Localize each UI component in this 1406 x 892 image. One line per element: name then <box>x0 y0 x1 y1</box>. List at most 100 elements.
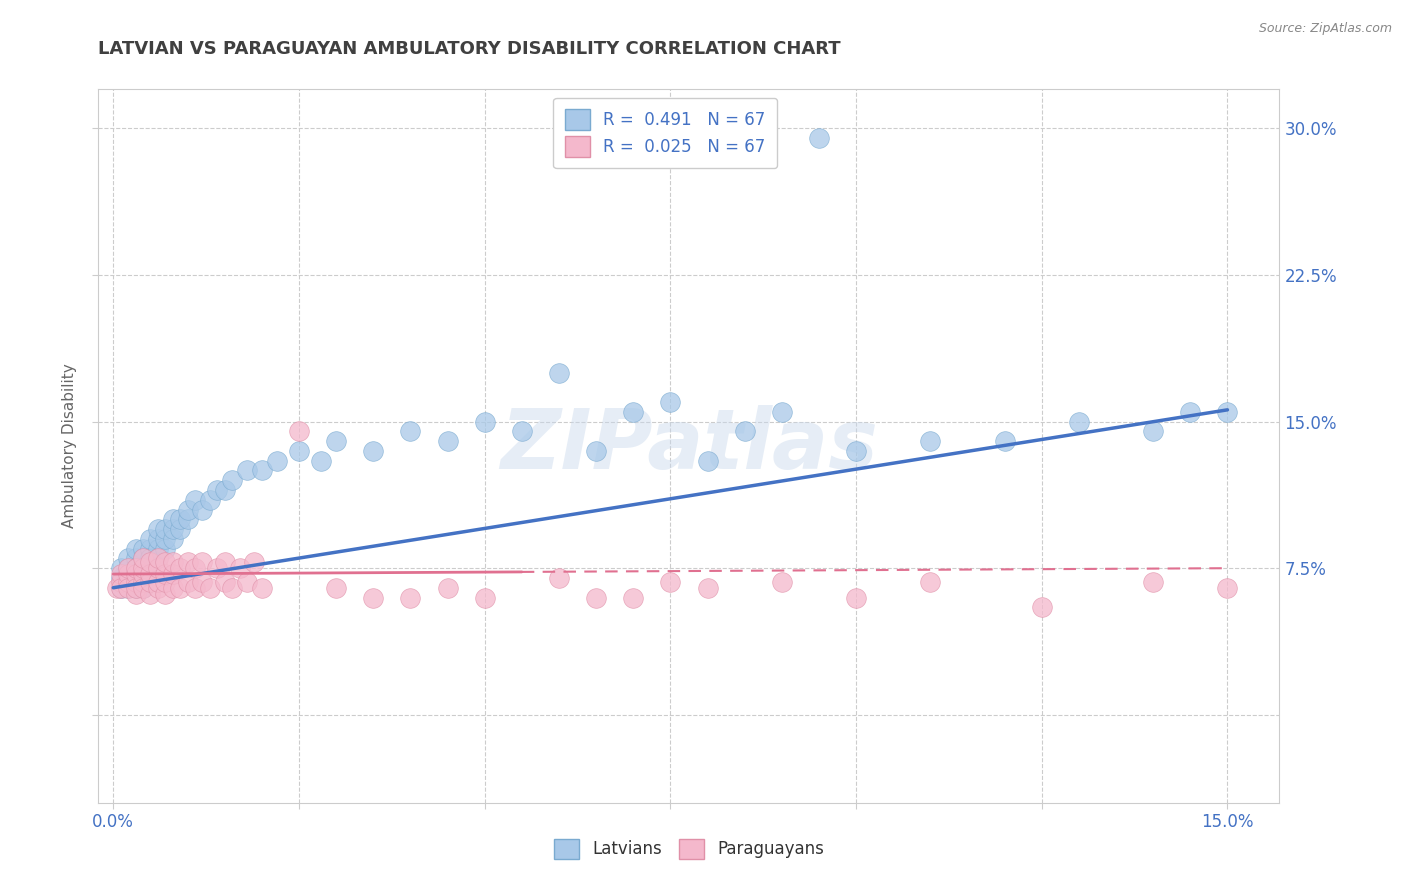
Point <box>117 571 139 585</box>
Point <box>207 483 229 497</box>
Point <box>845 443 868 458</box>
Point <box>146 551 169 566</box>
Point <box>548 366 571 380</box>
Point <box>236 574 259 589</box>
Point <box>155 574 177 589</box>
Point <box>436 434 458 449</box>
Point <box>221 473 243 487</box>
Point <box>770 574 793 589</box>
Point <box>474 415 496 429</box>
Point <box>288 425 311 439</box>
Point <box>221 581 243 595</box>
Point <box>696 453 718 467</box>
Point <box>250 463 273 477</box>
Point <box>191 574 214 589</box>
Point <box>169 512 191 526</box>
Point <box>124 561 146 575</box>
Point <box>162 567 184 582</box>
Point <box>146 532 169 546</box>
Point <box>399 591 422 605</box>
Point <box>110 574 132 589</box>
Point <box>117 574 139 589</box>
Point <box>169 522 191 536</box>
Point <box>124 567 146 582</box>
Point <box>243 555 266 569</box>
Point <box>146 551 169 566</box>
Point <box>139 561 162 575</box>
Point <box>105 581 128 595</box>
Point <box>139 586 162 600</box>
Point <box>124 561 146 575</box>
Point <box>162 522 184 536</box>
Point <box>214 483 236 497</box>
Point <box>734 425 756 439</box>
Point <box>155 541 177 556</box>
Point <box>436 581 458 595</box>
Point <box>184 492 207 507</box>
Point <box>585 443 607 458</box>
Point <box>139 551 162 566</box>
Point <box>184 561 207 575</box>
Point <box>132 571 155 585</box>
Point <box>155 522 177 536</box>
Point <box>117 581 139 595</box>
Point <box>169 581 191 595</box>
Point <box>124 574 146 589</box>
Point <box>124 581 146 595</box>
Point <box>659 395 682 409</box>
Point <box>110 581 132 595</box>
Point <box>845 591 868 605</box>
Point <box>250 581 273 595</box>
Point <box>1031 600 1053 615</box>
Point <box>124 551 146 566</box>
Point <box>139 567 162 582</box>
Point <box>191 502 214 516</box>
Point <box>169 561 191 575</box>
Point <box>288 443 311 458</box>
Point <box>207 561 229 575</box>
Point <box>117 561 139 575</box>
Point <box>585 591 607 605</box>
Point <box>474 591 496 605</box>
Point <box>124 541 146 556</box>
Point <box>696 581 718 595</box>
Point <box>155 567 177 582</box>
Text: LATVIAN VS PARAGUAYAN AMBULATORY DISABILITY CORRELATION CHART: LATVIAN VS PARAGUAYAN AMBULATORY DISABIL… <box>98 40 841 58</box>
Point <box>228 561 250 575</box>
Point <box>132 574 155 589</box>
Point <box>1142 425 1164 439</box>
Point <box>110 561 132 575</box>
Point <box>176 555 198 569</box>
Point <box>146 541 169 556</box>
Point <box>621 405 644 419</box>
Point <box>807 131 830 145</box>
Point <box>920 574 942 589</box>
Point <box>309 453 332 467</box>
Point <box>139 541 162 556</box>
Point <box>236 463 259 477</box>
Point <box>110 571 132 585</box>
Point <box>198 581 221 595</box>
Point <box>139 574 162 589</box>
Point <box>399 425 422 439</box>
Point <box>176 512 198 526</box>
Point <box>361 443 384 458</box>
Y-axis label: Ambulatory Disability: Ambulatory Disability <box>62 364 77 528</box>
Point <box>146 574 169 589</box>
Point <box>1216 581 1239 595</box>
Point <box>214 574 236 589</box>
Text: Source: ZipAtlas.com: Source: ZipAtlas.com <box>1258 22 1392 36</box>
Point <box>155 586 177 600</box>
Point <box>621 591 644 605</box>
Point <box>1142 574 1164 589</box>
Text: ZIPatlas: ZIPatlas <box>501 406 877 486</box>
Point <box>139 532 162 546</box>
Point <box>920 434 942 449</box>
Point <box>191 555 214 569</box>
Point <box>1180 405 1202 419</box>
Point <box>132 541 155 556</box>
Point <box>176 574 198 589</box>
Point <box>132 551 155 566</box>
Legend: Latvians, Paraguayans: Latvians, Paraguayans <box>547 832 831 866</box>
Point <box>155 555 177 569</box>
